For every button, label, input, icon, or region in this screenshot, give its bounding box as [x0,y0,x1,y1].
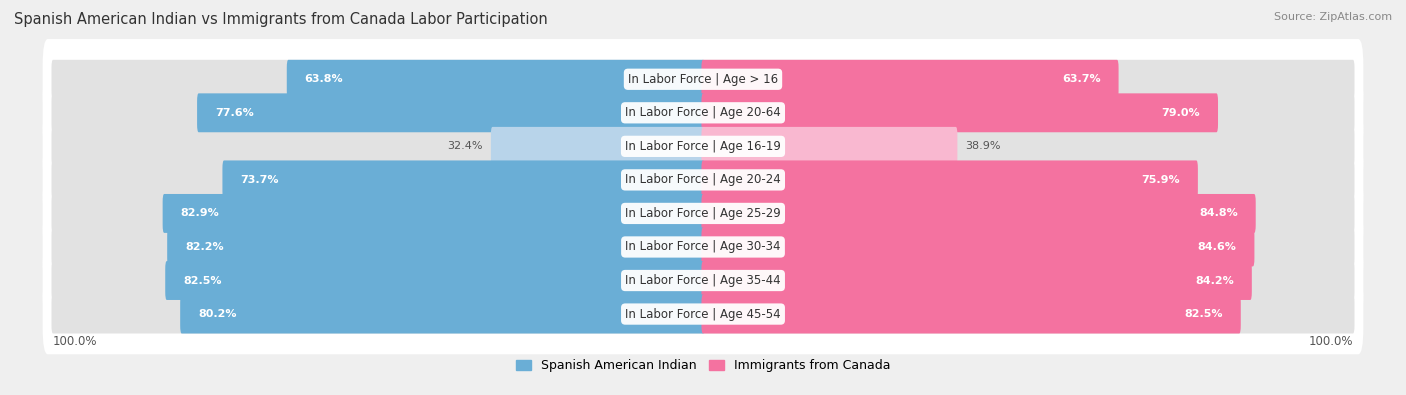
FancyBboxPatch shape [222,160,704,199]
FancyBboxPatch shape [702,261,1354,300]
FancyBboxPatch shape [702,295,1354,333]
FancyBboxPatch shape [52,160,704,199]
FancyBboxPatch shape [42,240,1364,321]
FancyBboxPatch shape [702,228,1254,267]
Text: 82.2%: 82.2% [186,242,224,252]
Text: 84.8%: 84.8% [1199,209,1237,218]
Text: In Labor Force | Age 20-24: In Labor Force | Age 20-24 [626,173,780,186]
FancyBboxPatch shape [52,228,704,267]
FancyBboxPatch shape [42,106,1364,186]
Text: 79.0%: 79.0% [1161,108,1201,118]
Text: In Labor Force | Age > 16: In Labor Force | Age > 16 [628,73,778,86]
Text: Source: ZipAtlas.com: Source: ZipAtlas.com [1274,12,1392,22]
FancyBboxPatch shape [702,60,1354,99]
Text: 73.7%: 73.7% [240,175,278,185]
FancyBboxPatch shape [163,194,704,233]
Text: 80.2%: 80.2% [198,309,236,319]
FancyBboxPatch shape [491,127,704,166]
Text: Spanish American Indian vs Immigrants from Canada Labor Participation: Spanish American Indian vs Immigrants fr… [14,12,548,27]
FancyBboxPatch shape [702,194,1354,233]
FancyBboxPatch shape [52,93,704,132]
Text: 84.2%: 84.2% [1195,276,1234,286]
FancyBboxPatch shape [702,127,1354,166]
Text: 100.0%: 100.0% [1309,335,1353,348]
Text: 100.0%: 100.0% [53,335,97,348]
FancyBboxPatch shape [702,295,1240,333]
FancyBboxPatch shape [287,60,704,99]
FancyBboxPatch shape [42,173,1364,254]
Text: 77.6%: 77.6% [215,108,253,118]
Text: 63.8%: 63.8% [305,74,343,84]
Text: In Labor Force | Age 16-19: In Labor Force | Age 16-19 [626,140,780,153]
FancyBboxPatch shape [702,261,1251,300]
Text: In Labor Force | Age 25-29: In Labor Force | Age 25-29 [626,207,780,220]
Text: 82.9%: 82.9% [180,209,219,218]
Text: In Labor Force | Age 20-64: In Labor Force | Age 20-64 [626,106,780,119]
FancyBboxPatch shape [702,228,1354,267]
FancyBboxPatch shape [52,127,704,166]
FancyBboxPatch shape [42,274,1364,354]
FancyBboxPatch shape [42,207,1364,287]
Text: 82.5%: 82.5% [1184,309,1223,319]
FancyBboxPatch shape [42,39,1364,120]
FancyBboxPatch shape [702,93,1354,132]
FancyBboxPatch shape [52,194,704,233]
FancyBboxPatch shape [52,60,704,99]
Text: 32.4%: 32.4% [447,141,482,151]
FancyBboxPatch shape [702,160,1354,199]
FancyBboxPatch shape [167,228,704,267]
FancyBboxPatch shape [180,295,704,333]
Legend: Spanish American Indian, Immigrants from Canada: Spanish American Indian, Immigrants from… [510,354,896,377]
FancyBboxPatch shape [42,73,1364,153]
Text: 63.7%: 63.7% [1062,74,1101,84]
Text: 38.9%: 38.9% [966,141,1001,151]
FancyBboxPatch shape [52,261,704,300]
Text: In Labor Force | Age 35-44: In Labor Force | Age 35-44 [626,274,780,287]
FancyBboxPatch shape [702,60,1119,99]
FancyBboxPatch shape [702,127,957,166]
FancyBboxPatch shape [197,93,704,132]
Text: In Labor Force | Age 45-54: In Labor Force | Age 45-54 [626,308,780,321]
FancyBboxPatch shape [702,194,1256,233]
FancyBboxPatch shape [702,93,1218,132]
Text: 75.9%: 75.9% [1142,175,1180,185]
FancyBboxPatch shape [166,261,704,300]
FancyBboxPatch shape [702,160,1198,199]
Text: In Labor Force | Age 30-34: In Labor Force | Age 30-34 [626,241,780,254]
Text: 82.5%: 82.5% [183,276,222,286]
FancyBboxPatch shape [42,140,1364,220]
FancyBboxPatch shape [52,295,704,333]
Text: 84.6%: 84.6% [1198,242,1237,252]
